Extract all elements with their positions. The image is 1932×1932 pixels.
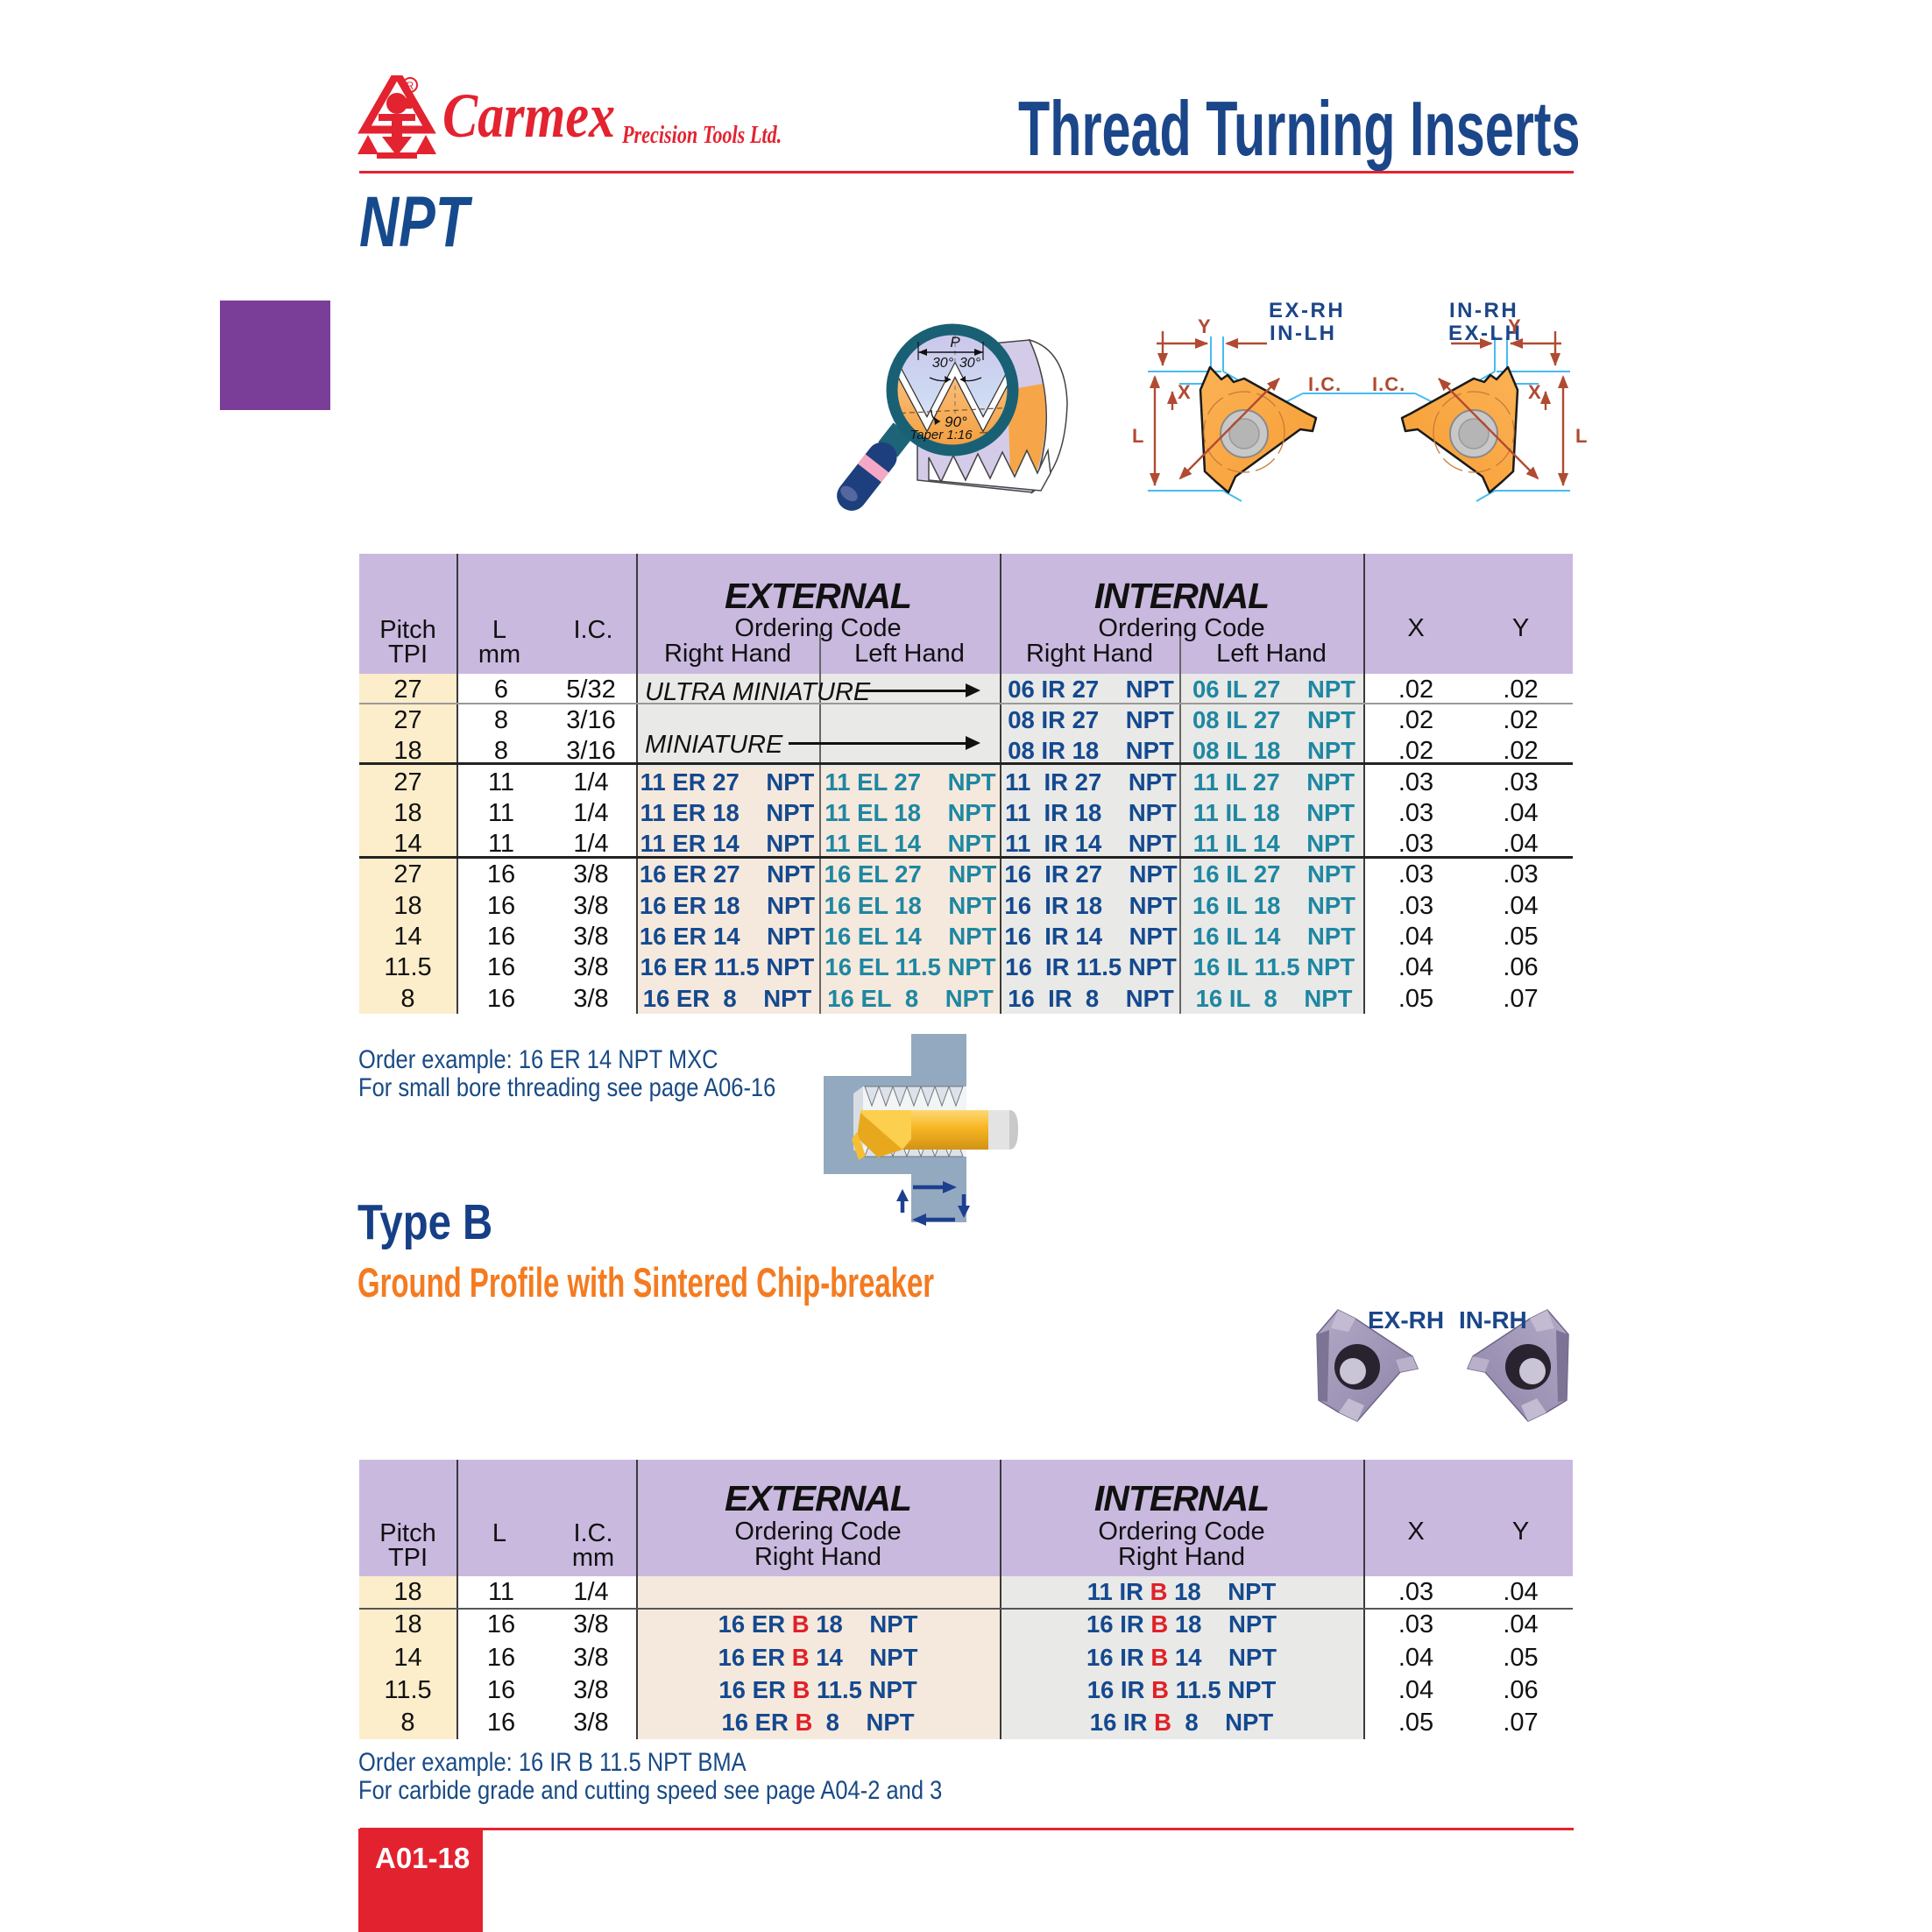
svg-text:I.C.: I.C. (1372, 373, 1405, 395)
svg-text:IN-LH: IN-LH (1270, 322, 1336, 345)
svg-text:Taper 1:16: Taper 1:16 (909, 428, 973, 442)
svg-text:P: P (950, 334, 960, 350)
svg-text:X: X (1178, 381, 1191, 403)
svg-text:IN-RH: IN-RH (1459, 1306, 1527, 1334)
svg-text:L: L (1575, 425, 1587, 447)
svg-text:EX-RH: EX-RH (1269, 299, 1345, 322)
svg-text:L: L (1132, 425, 1143, 447)
svg-text:Y: Y (1508, 315, 1521, 337)
svg-text:R: R (407, 80, 414, 92)
svg-text:I.C.: I.C. (1308, 373, 1341, 395)
svg-text:EX-RH: EX-RH (1368, 1306, 1444, 1334)
svg-text:30°: 30° (932, 356, 954, 371)
svg-text:IN-RH: IN-RH (1449, 299, 1518, 322)
svg-text:90°: 90° (945, 414, 967, 430)
svg-text:EX-LH: EX-LH (1448, 322, 1523, 345)
svg-text:30°: 30° (959, 356, 981, 371)
svg-text:Y: Y (1198, 315, 1211, 337)
svg-text:X: X (1528, 381, 1541, 403)
